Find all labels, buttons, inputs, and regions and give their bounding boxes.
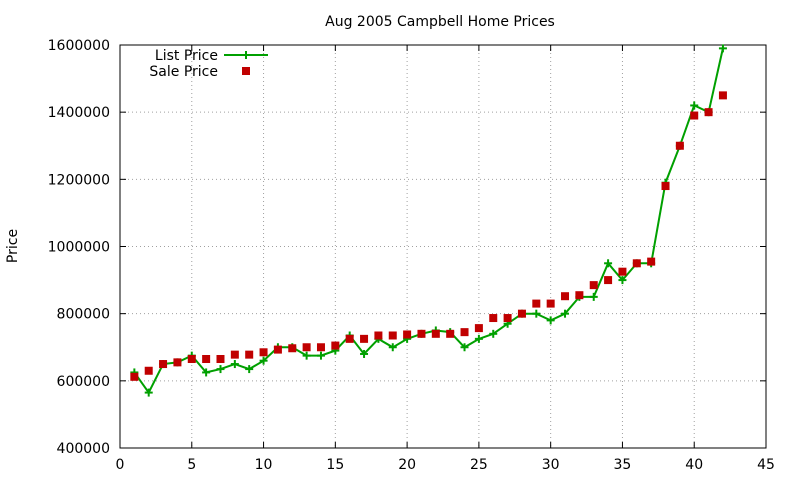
x-tick-label: 40 (685, 457, 703, 473)
sale-price-point (388, 331, 397, 340)
legend-square-swatch (242, 67, 250, 75)
sale-price-point (704, 108, 713, 117)
x-tick-label: 5 (187, 457, 196, 473)
legend-label: Sale Price (149, 64, 218, 80)
y-tick-label: 1400000 (48, 105, 110, 121)
list-price-point (460, 343, 469, 352)
y-tick-label: 1000000 (48, 240, 110, 256)
sale-price-point (632, 259, 641, 268)
list-price-point (259, 356, 268, 365)
sale-price-point (489, 314, 498, 323)
x-tick-label: 35 (614, 457, 632, 473)
list-price-point (546, 316, 555, 325)
series-layer (130, 44, 727, 397)
x-tick-label: 15 (326, 457, 344, 473)
sale-price-point (589, 281, 598, 290)
y-tick-label: 600000 (57, 374, 110, 390)
list-price-point (618, 276, 627, 285)
sale-price-point (532, 299, 541, 308)
list-price-point (532, 309, 541, 318)
sale-price-point (403, 330, 412, 339)
sale-price-point (288, 344, 297, 353)
list-price-point (202, 368, 211, 377)
sale-price-point (718, 91, 727, 100)
sale-price-point (130, 372, 139, 381)
sale-price-point (245, 350, 254, 359)
list-price-point (474, 334, 483, 343)
list-price-point (245, 365, 254, 374)
sale-price-point (503, 314, 512, 323)
series-sale-price (130, 91, 727, 381)
sale-price-point (460, 328, 469, 337)
sale-price-point (345, 334, 354, 343)
list-price-point (316, 351, 325, 360)
x-tick-label: 20 (398, 457, 416, 473)
tick-layer: 0 5 10 15 20 25 30 35 40 45 400000 600000 800000 1000… (48, 38, 775, 473)
sale-price-point (575, 291, 584, 300)
sale-price-point (273, 345, 282, 354)
sale-price-point (144, 366, 153, 375)
sale-price-point (446, 329, 455, 338)
list-price-point (216, 365, 225, 374)
sale-price-point (360, 334, 369, 343)
sale-price-point (517, 309, 526, 318)
series-list-price (130, 44, 727, 397)
sale-price-point (474, 324, 483, 333)
sale-price-point (230, 350, 239, 359)
y-tick-label: 400000 (57, 441, 110, 457)
x-tick-label: 0 (116, 457, 125, 473)
sale-price-point (159, 360, 168, 369)
list-price-point (388, 343, 397, 352)
y-axis-label: Price (5, 229, 21, 263)
sale-price-point (202, 355, 211, 364)
legend-label: List Price (155, 48, 218, 64)
list-price-point (489, 329, 498, 338)
sale-price-point (546, 299, 555, 308)
sale-price-point (216, 355, 225, 364)
sale-price-point (561, 292, 570, 301)
list-price-line (133, 48, 724, 395)
list-price-point (561, 309, 570, 318)
sale-price-point (173, 358, 182, 367)
list-price-point (589, 292, 598, 301)
sale-price-point (661, 182, 670, 191)
list-price-point (144, 388, 153, 397)
x-tick-label: 10 (255, 457, 273, 473)
list-price-point (690, 101, 699, 110)
list-price-point (360, 349, 369, 358)
sale-price-point (374, 331, 383, 340)
sale-price-point (259, 348, 268, 357)
legend-plus-swatch (242, 51, 250, 59)
y-tick-label: 1200000 (48, 172, 110, 188)
y-tick-label: 1600000 (48, 38, 110, 54)
y-tick-label: 800000 (57, 307, 110, 323)
sale-price-point (316, 343, 325, 352)
sale-price-point (302, 343, 311, 352)
list-price-point (604, 259, 613, 268)
list-price-point (718, 44, 727, 53)
sale-price-point (431, 329, 440, 338)
sale-price-point (675, 141, 684, 150)
x-tick-label: 45 (757, 457, 775, 473)
sale-price-point (604, 276, 613, 285)
grid-layer (120, 45, 766, 448)
sale-price-point (187, 355, 196, 364)
list-price-point (302, 351, 311, 360)
sale-price-point (647, 257, 656, 266)
sale-price-point (331, 341, 340, 350)
x-tick-label: 30 (542, 457, 560, 473)
sale-price-point (618, 267, 627, 276)
list-price-point (230, 360, 239, 369)
sale-price-point (417, 329, 426, 338)
x-tick-label: 25 (470, 457, 488, 473)
chart-title: Aug 2005 Campbell Home Prices (325, 14, 555, 30)
sale-price-point (690, 111, 699, 120)
